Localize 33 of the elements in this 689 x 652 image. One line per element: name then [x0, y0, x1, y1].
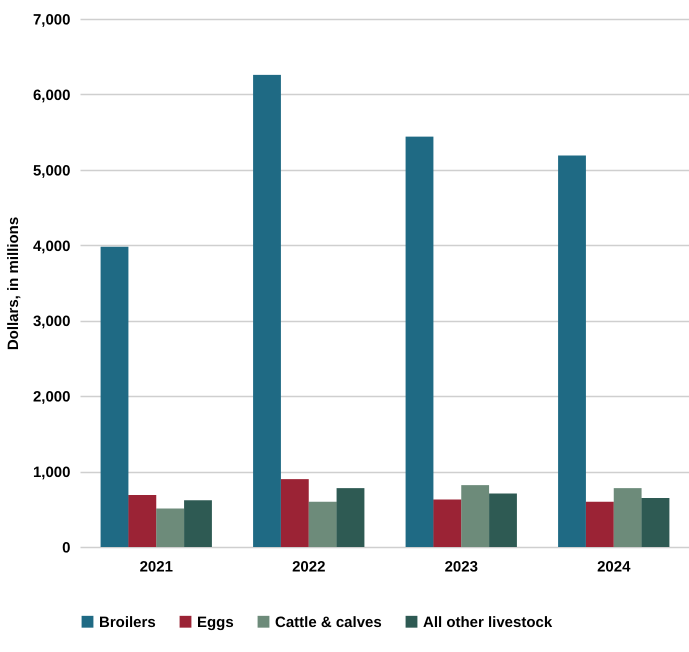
bar — [308, 502, 337, 547]
bar — [406, 136, 434, 547]
bar — [433, 499, 462, 547]
legend-label: Broilers — [99, 614, 156, 631]
bar — [280, 479, 309, 547]
y-tick-label: 7,000 — [32, 12, 70, 28]
y-tick-label: 4,000 — [32, 238, 70, 255]
legend-label: All other livestock — [423, 614, 553, 631]
x-tick-label: 2022 — [292, 558, 326, 576]
y-tick-label: 3,000 — [32, 313, 70, 330]
bar — [558, 156, 586, 547]
y-tick-label: 6,000 — [32, 86, 70, 104]
y-tick-label: 2,000 — [32, 388, 70, 406]
y-axis-title: Dollars, in millions — [4, 216, 22, 350]
y-tick-label: 5,000 — [32, 162, 70, 180]
bar — [461, 485, 490, 547]
legend-label: Eggs — [197, 614, 234, 631]
bar — [336, 488, 364, 547]
bar — [253, 74, 281, 547]
bar — [614, 488, 642, 547]
bar — [586, 502, 614, 547]
bar — [489, 493, 517, 547]
bar — [184, 500, 212, 547]
bar — [642, 498, 670, 547]
x-tick-label: 2024 — [597, 558, 632, 576]
bar — [100, 246, 128, 547]
y-tick-label: 0 — [62, 540, 70, 556]
bar — [128, 494, 156, 547]
bar — [156, 508, 184, 547]
x-tick-label: 2023 — [444, 558, 478, 576]
x-tick-label: 2021 — [140, 558, 173, 576]
legend-label: Cattle & calves — [275, 614, 382, 631]
y-tick-label: 1,000 — [32, 464, 70, 482]
